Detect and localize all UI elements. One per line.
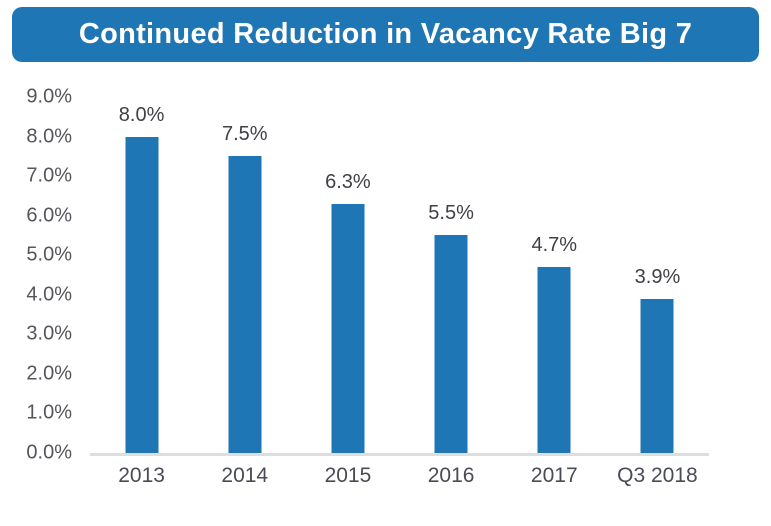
bar-slot: 7.5% [193,97,296,453]
bar [537,267,571,453]
bar-value-label: 7.5% [221,123,268,146]
y-tick-label: 1.0% [26,401,72,424]
y-tick-label: 4.0% [26,283,72,306]
plot-area: 8.0% 7.5% 6.3% 5.5% 4.7% 3.9% [90,97,709,456]
bar-value-label: 6.3% [325,170,371,193]
bar [125,136,159,453]
bar-series: 8.0% 7.5% 6.3% 5.5% 4.7% 3.9% [90,97,709,453]
x-axis-label: 2017 [530,464,578,487]
y-tick-label: 6.0% [26,204,72,227]
bar-value-label: 5.5% [428,202,474,225]
title-banner: Continued Reduction in Vacancy Rate Big … [12,7,759,62]
y-tick-label: 0.0% [26,441,72,464]
x-axis-label: Q3 2018 [617,464,698,487]
x-axis-label: 2013 [118,464,165,487]
y-tick-label: 8.0% [26,125,72,148]
x-axis-label: 2016 [427,464,475,487]
page-title: Continued Reduction in Vacancy Rate Big … [78,18,693,50]
y-axis: 9.0% 8.0% 7.0% 6.0% 5.0% 4.0% 3.0% 2.0% 1.0% 0.0% [0,86,72,464]
x-axis-label: 2015 [324,464,372,487]
y-tick-label: 5.0% [26,243,72,266]
y-tick-label: 9.0% [26,85,72,108]
x-axis-label: 2014 [221,464,269,487]
bar-slot: 6.3% [296,97,399,453]
bar-value-label: 8.0% [118,103,165,126]
bar [228,156,262,453]
bar-slot: 8.0% [90,97,193,453]
bar-slot: 5.5% [400,97,503,453]
x-axis: 2013 2014 2015 2016 2017 Q3 2018 [90,464,709,488]
bar [331,203,365,453]
bar [434,235,468,453]
bar-value-label: 3.9% [634,265,681,288]
bar [640,298,674,453]
y-tick-label: 3.0% [26,322,72,345]
bar-slot: 3.9% [606,97,709,453]
y-tick-label: 7.0% [26,164,72,187]
bar-slot: 4.7% [503,97,606,453]
bar-value-label: 4.7% [531,234,578,257]
y-tick-label: 2.0% [26,362,72,385]
